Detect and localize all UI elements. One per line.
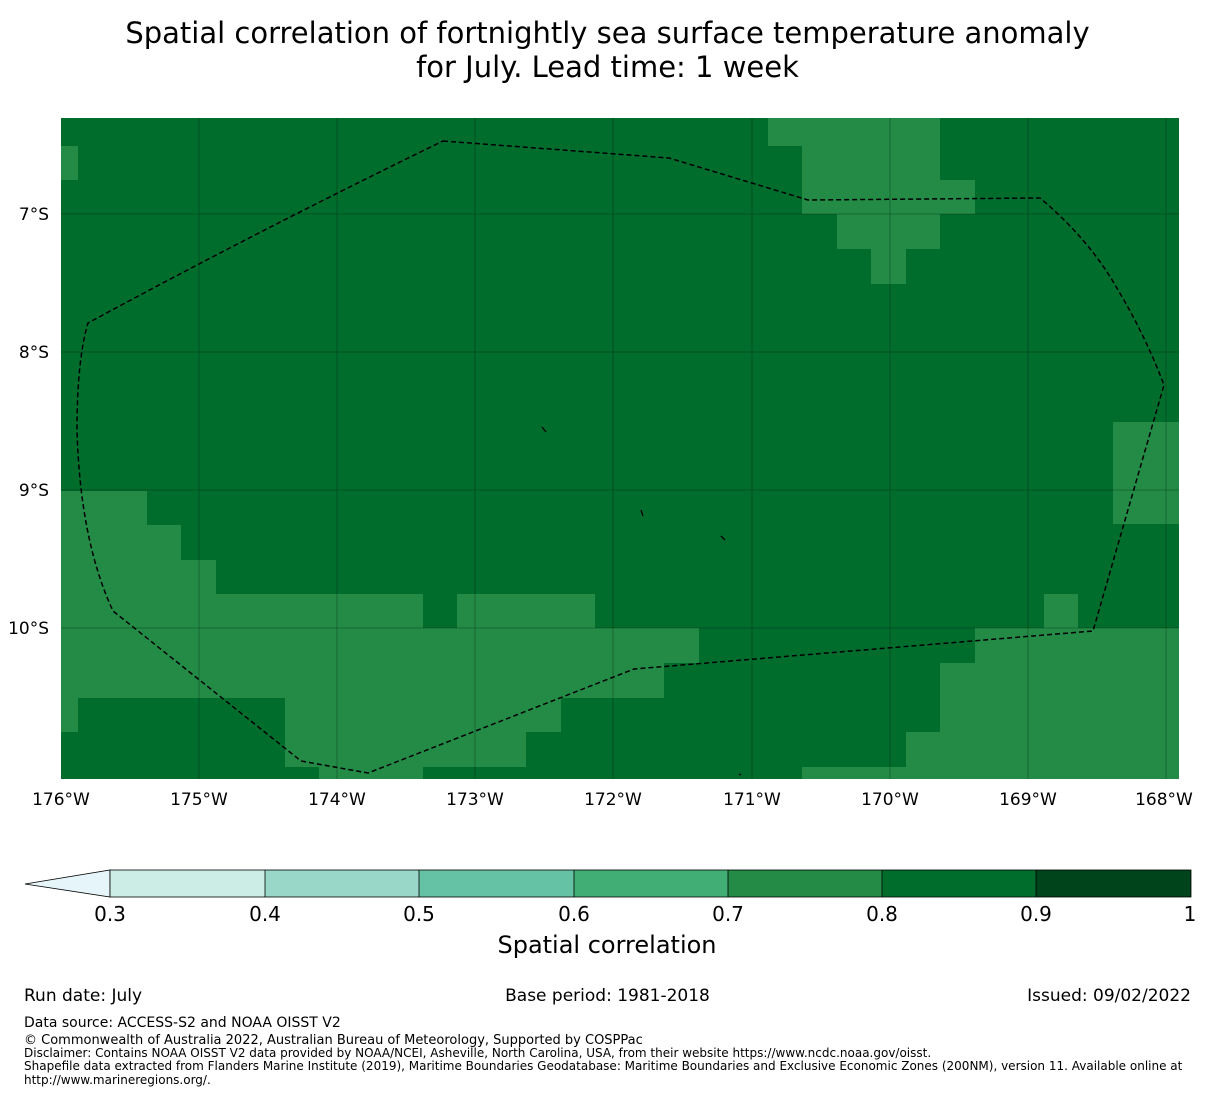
eez-boundary — [76, 140, 1165, 774]
colorbar-box-5 — [882, 870, 1036, 897]
colorbar-tick-0-9: 0.9 — [1020, 902, 1052, 926]
data-source: Data source: ACCESS-S2 and NOAA OISST V2 — [24, 1015, 341, 1031]
copyright: © Commonwealth of Australia 2022, Austra… — [24, 1033, 643, 1048]
lon-label-172w: 172°W — [584, 790, 642, 810]
longitude-labels: 176°W 175°W 174°W 173°W 172°W 171°W 170°… — [32, 790, 1193, 810]
issued-date: Issued: 09/02/2022 — [1027, 986, 1191, 1006]
southwest-region — [61, 491, 699, 779]
colorbar-extend-triangle — [24, 869, 111, 898]
colorbar-box-6 — [1036, 870, 1191, 897]
base-period: Base period: 1981-2018 — [505, 986, 710, 1006]
lon-label-168w: 168°W — [1135, 790, 1193, 810]
colorbar-box-3 — [574, 870, 728, 897]
map-title-line-2: for July. Lead time: 1 week — [416, 50, 799, 84]
map-title-line-1: Spatial correlation of fortnightly sea s… — [125, 16, 1090, 50]
west-edge-cell — [61, 146, 78, 180]
colorbar-tick-labels: 0.3 0.4 0.5 0.6 0.7 0.8 0.9 1 — [94, 902, 1196, 926]
colorbar: 0.3 0.4 0.5 0.6 0.7 0.8 0.9 1 Spatial co… — [24, 869, 1196, 959]
colorbar-tick-0-7: 0.7 — [712, 902, 744, 926]
colorbar-tick-0-6: 0.6 — [558, 902, 590, 926]
lon-label-169w: 169°W — [999, 790, 1057, 810]
shapefile-credit: Shapefile data extracted from Flanders M… — [24, 1059, 1183, 1087]
island-2 — [640, 509, 644, 517]
lon-label-176w: 176°W — [32, 790, 90, 810]
colorbar-tick-0-8: 0.8 — [866, 902, 898, 926]
lat-label-8s: 8°S — [19, 343, 49, 363]
colorbar-label: Spatial correlation — [497, 931, 716, 959]
latitude-labels: 7°S 8°S 9°S 10°S — [8, 205, 49, 639]
correlation-0-7-to-0-8-regions — [61, 118, 1179, 779]
colorbar-tick-0-3: 0.3 — [94, 902, 126, 926]
colorbar-tick-1: 1 — [1184, 902, 1197, 926]
lon-label-171w: 171°W — [723, 790, 781, 810]
disclaimer: Disclaimer: Contains NOAA OISST V2 data … — [24, 1046, 932, 1060]
lon-label-174w: 174°W — [308, 790, 366, 810]
graticule — [61, 118, 1179, 779]
island-1 — [541, 426, 547, 433]
east-region — [1113, 422, 1179, 524]
colorbar-box-0 — [110, 870, 265, 897]
colorbar-box-1 — [265, 870, 419, 897]
north-region — [768, 118, 975, 284]
southeast-region — [802, 594, 1179, 779]
lat-label-9s: 9°S — [19, 481, 49, 501]
island-4 — [738, 773, 742, 776]
colorbar-outline — [109, 869, 1192, 898]
colorbar-box-2 — [419, 870, 574, 897]
colorbar-dividers — [264, 870, 1037, 897]
lon-label-170w: 170°W — [861, 790, 919, 810]
island-markers — [541, 426, 742, 776]
run-date: Run date: July — [24, 986, 143, 1006]
lon-label-173w: 173°W — [446, 790, 504, 810]
colorbar-tick-0-4: 0.4 — [249, 902, 281, 926]
lat-label-10s: 10°S — [8, 619, 49, 639]
colorbar-box-4 — [728, 870, 882, 897]
lat-label-7s: 7°S — [19, 205, 49, 225]
colorbar-tick-0-5: 0.5 — [403, 902, 435, 926]
map-panel — [61, 118, 1179, 779]
lon-label-175w: 175°W — [170, 790, 228, 810]
island-3 — [720, 535, 726, 541]
